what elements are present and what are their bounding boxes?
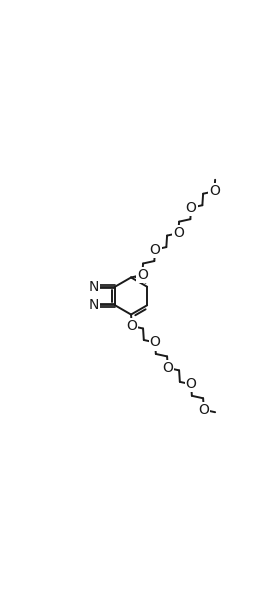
Text: O: O — [126, 319, 137, 333]
Text: O: O — [162, 361, 173, 375]
Text: N: N — [89, 298, 99, 312]
Text: O: O — [186, 201, 197, 215]
Text: O: O — [137, 268, 148, 282]
Text: O: O — [209, 184, 220, 198]
Text: N: N — [89, 280, 99, 294]
Text: O: O — [150, 243, 160, 256]
Text: O: O — [150, 336, 160, 349]
Text: O: O — [173, 226, 184, 240]
Text: O: O — [199, 403, 209, 417]
Text: O: O — [186, 377, 197, 391]
